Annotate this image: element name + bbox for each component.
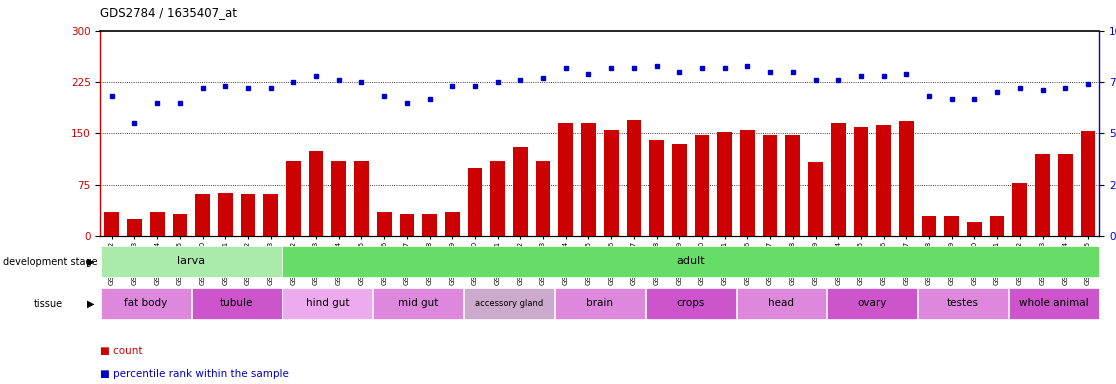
Bar <box>604 130 618 236</box>
Bar <box>1036 154 1050 236</box>
Text: fat body: fat body <box>124 298 167 308</box>
Text: ■ percentile rank within the sample: ■ percentile rank within the sample <box>100 369 289 379</box>
Bar <box>241 194 256 236</box>
Bar <box>581 123 596 236</box>
Text: ovary: ovary <box>857 298 887 308</box>
Bar <box>536 161 550 236</box>
Text: ▶: ▶ <box>87 257 95 267</box>
Bar <box>513 147 528 236</box>
Text: tissue: tissue <box>33 299 62 309</box>
Text: accessory gland: accessory gland <box>475 299 543 308</box>
Bar <box>876 124 891 236</box>
Bar <box>100 288 191 319</box>
Bar <box>740 130 754 236</box>
Bar <box>827 288 917 319</box>
Bar <box>646 288 735 319</box>
Text: adult: adult <box>676 256 705 266</box>
Bar <box>737 288 827 319</box>
Bar <box>1009 288 1099 319</box>
Bar <box>309 151 324 236</box>
Bar <box>944 216 959 236</box>
Bar <box>918 288 1008 319</box>
Bar <box>263 194 278 236</box>
Bar <box>286 161 301 236</box>
Bar <box>195 194 210 236</box>
Bar <box>331 161 346 236</box>
Bar <box>558 123 574 236</box>
Bar <box>400 214 414 236</box>
Text: ▶: ▶ <box>87 299 95 309</box>
Text: whole animal: whole animal <box>1019 298 1089 308</box>
Bar <box>650 140 664 236</box>
Text: mid gut: mid gut <box>398 298 439 308</box>
Bar <box>672 144 686 236</box>
Text: crops: crops <box>676 298 705 308</box>
Bar <box>555 288 645 319</box>
Bar <box>127 219 142 236</box>
Bar <box>282 288 373 319</box>
Bar <box>830 123 846 236</box>
Bar <box>468 168 482 236</box>
Text: GDS2784 / 1635407_at: GDS2784 / 1635407_at <box>100 6 238 19</box>
Bar <box>808 162 822 236</box>
Bar <box>282 246 1099 276</box>
Bar <box>786 135 800 236</box>
Bar <box>898 121 914 236</box>
Text: ■ count: ■ count <box>100 346 143 356</box>
Bar <box>1058 154 1072 236</box>
Bar <box>192 288 281 319</box>
Bar <box>762 135 778 236</box>
Text: development stage: development stage <box>3 257 98 267</box>
Text: tubule: tubule <box>220 298 253 308</box>
Bar <box>100 246 281 276</box>
Text: hind gut: hind gut <box>306 298 349 308</box>
Text: testes: testes <box>947 298 979 308</box>
Bar <box>173 214 187 236</box>
Bar <box>968 222 982 236</box>
Bar <box>354 161 369 236</box>
Bar <box>373 288 463 319</box>
Bar <box>1012 183 1027 236</box>
Bar <box>922 216 936 236</box>
Bar <box>105 212 119 236</box>
Bar <box>718 132 732 236</box>
Bar <box>990 216 1004 236</box>
Bar <box>377 212 392 236</box>
Text: larva: larva <box>177 256 205 266</box>
Bar <box>490 161 506 236</box>
Bar <box>694 135 710 236</box>
Bar <box>854 127 868 236</box>
Bar <box>1080 131 1095 236</box>
Bar <box>464 288 554 319</box>
Bar <box>150 212 164 236</box>
Bar <box>218 193 232 236</box>
Text: head: head <box>769 298 795 308</box>
Bar <box>422 214 437 236</box>
Bar <box>626 120 642 236</box>
Text: brain: brain <box>586 298 614 308</box>
Bar <box>445 212 460 236</box>
